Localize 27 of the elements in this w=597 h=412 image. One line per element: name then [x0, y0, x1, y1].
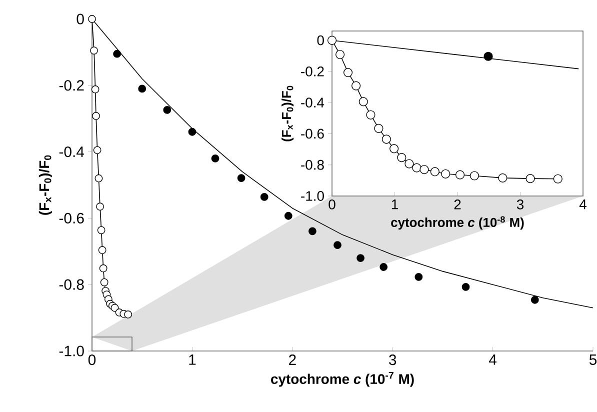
- y-tick-label: 0: [76, 14, 84, 24]
- y-tick-label: -0.8: [59, 279, 84, 290]
- y-tick-label: -1.0: [301, 191, 324, 201]
- x-tick-label: 1: [189, 354, 196, 365]
- x-tick-label: 3: [516, 200, 524, 210]
- y-axis-title: (F$_{x}$-F$_{0}$)/F$_{0}$: [38, 155, 52, 215]
- y-tick-label: 0: [317, 35, 324, 46]
- y-tick-label: -0.4: [59, 146, 84, 158]
- x-tick-label: 2: [454, 200, 461, 210]
- y-tick-label: -0.6: [301, 128, 324, 139]
- x-tick-label: 4: [488, 354, 497, 365]
- x-tick-label: 5: [589, 354, 597, 365]
- x-tick-label: 0: [328, 200, 336, 210]
- y-tick-label: -0.2: [301, 66, 324, 76]
- y-tick-label: -0.2: [59, 80, 84, 91]
- y-tick-label: -0.4: [301, 98, 324, 108]
- y-tick-label: -1.0: [59, 346, 84, 356]
- x-tick-label: 3: [389, 354, 396, 366]
- y-axis-title: (F$_{x}$-F$_{0}$)/F$_{0}$: [282, 86, 294, 142]
- x-tick-label: 4: [579, 200, 586, 210]
- x-axis-title: cytochrome c (10$^{-8}$ M): [391, 216, 524, 230]
- x-axis-title: cytochrome c (10$^{-7}$ M): [271, 372, 414, 387]
- x-tick-label: 0: [88, 354, 96, 366]
- y-tick-label: -0.8: [301, 160, 324, 170]
- x-tick-label: 1: [392, 200, 398, 210]
- x-tick-label: 2: [289, 354, 296, 365]
- y-tick-label: -0.6: [59, 212, 84, 224]
